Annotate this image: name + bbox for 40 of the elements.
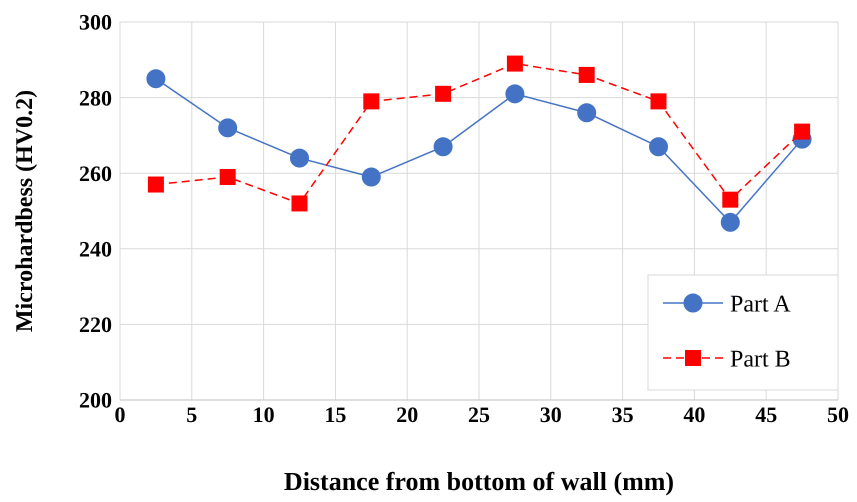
x-tick-label: 5 <box>186 402 198 427</box>
point <box>577 103 596 122</box>
point <box>220 168 236 185</box>
legend-label: Part B <box>730 346 791 372</box>
point <box>363 93 380 110</box>
x-tick-label: 50 <box>827 402 849 427</box>
point <box>218 118 238 138</box>
x-tick-label: 20 <box>396 402 418 427</box>
point <box>362 167 381 186</box>
point <box>650 93 666 110</box>
y-tick-label: 260 <box>79 160 112 186</box>
point <box>435 86 452 102</box>
x-tick-label: 40 <box>683 402 706 427</box>
x-tick-label: 25 <box>468 402 490 427</box>
point <box>722 192 738 208</box>
x-tick-label: 0 <box>114 402 126 427</box>
point <box>505 84 524 104</box>
point <box>720 212 740 232</box>
y-tick-label: 220 <box>79 312 112 338</box>
x-tick-label: 30 <box>540 402 562 427</box>
x-tick-label: 10 <box>252 402 275 427</box>
y-axis-title: Microhardbess (HV0.2) <box>12 90 38 332</box>
y-tick-label: 300 <box>79 10 112 35</box>
y-tick-label: 200 <box>79 388 112 413</box>
point <box>148 176 164 193</box>
y-tick-label: 280 <box>79 85 112 110</box>
point <box>578 66 595 83</box>
legend-label: Part A <box>730 291 792 318</box>
point <box>292 195 308 212</box>
point <box>794 124 810 140</box>
point <box>506 56 523 72</box>
x-axis-title: Distance from bottom of wall (mm) <box>284 467 674 496</box>
point <box>146 69 166 88</box>
x-tick-label: 35 <box>612 402 634 427</box>
point <box>290 148 309 168</box>
x-tick-label: 45 <box>755 402 778 427</box>
point <box>649 137 668 156</box>
x-tick-label: 15 <box>324 402 346 427</box>
y-tick-label: 240 <box>79 236 112 262</box>
point <box>434 137 453 156</box>
